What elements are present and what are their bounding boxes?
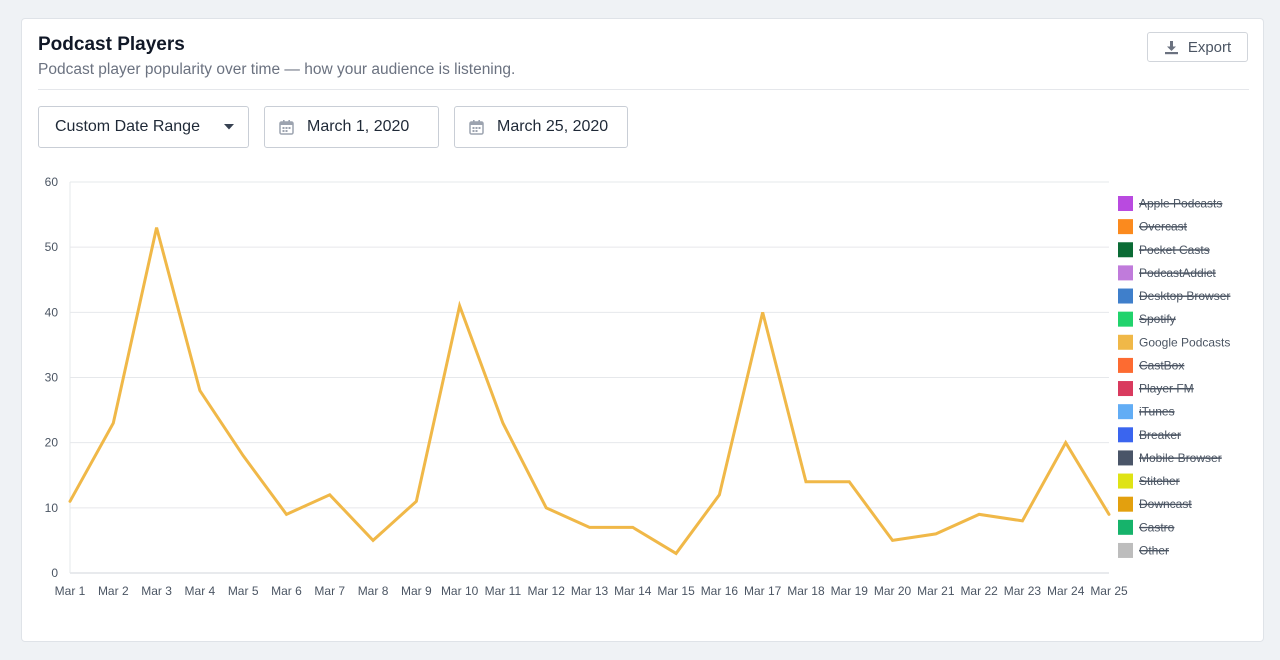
x-tick-label: Mar 20	[874, 584, 912, 598]
series-line-google-podcasts	[70, 228, 1109, 554]
legend-swatch[interactable]	[1118, 289, 1133, 304]
x-tick-label: Mar 14	[614, 584, 652, 598]
y-tick-label: 50	[45, 240, 59, 254]
y-tick-label: 20	[45, 436, 59, 450]
legend-swatch[interactable]	[1118, 196, 1133, 211]
x-tick-label: Mar 1	[55, 584, 86, 598]
x-tick-label: Mar 6	[271, 584, 302, 598]
x-tick-label: Mar 15	[657, 584, 695, 598]
x-tick-label: Mar 23	[1004, 584, 1042, 598]
x-tick-label: Mar 2	[98, 584, 129, 598]
legend-swatch[interactable]	[1118, 520, 1133, 535]
y-tick-label: 40	[45, 305, 59, 319]
x-tick-label: Mar 16	[701, 584, 739, 598]
x-tick-label: Mar 21	[917, 584, 955, 598]
legend-swatch[interactable]	[1118, 335, 1133, 350]
x-tick-label: Mar 18	[787, 584, 825, 598]
y-tick-label: 0	[51, 566, 58, 580]
x-tick-label: Mar 8	[358, 584, 389, 598]
legend-swatch[interactable]	[1118, 404, 1133, 419]
legend-swatch[interactable]	[1118, 543, 1133, 558]
legend-swatch[interactable]	[1118, 450, 1133, 465]
legend-swatch[interactable]	[1118, 427, 1133, 442]
x-tick-label: Mar 3	[141, 584, 172, 598]
x-tick-label: Mar 7	[314, 584, 345, 598]
legend-swatch[interactable]	[1118, 312, 1133, 327]
legend-swatch[interactable]	[1118, 474, 1133, 489]
x-tick-label: Mar 22	[960, 584, 998, 598]
x-tick-label: Mar 5	[228, 584, 259, 598]
x-tick-label: Mar 13	[571, 584, 609, 598]
x-tick-label: Mar 25	[1090, 584, 1128, 598]
x-tick-label: Mar 12	[528, 584, 566, 598]
x-tick-label: Mar 10	[441, 584, 479, 598]
x-tick-label: Mar 4	[185, 584, 216, 598]
x-tick-label: Mar 17	[744, 584, 782, 598]
x-tick-label: Mar 24	[1047, 584, 1085, 598]
y-tick-label: 30	[45, 371, 59, 385]
legend-swatch[interactable]	[1118, 265, 1133, 280]
legend-swatch[interactable]	[1118, 219, 1133, 234]
y-tick-label: 60	[45, 175, 59, 189]
x-tick-label: Mar 19	[831, 584, 869, 598]
y-tick-label: 10	[45, 501, 59, 515]
legend-item-label[interactable]: Google Podcasts	[1139, 335, 1230, 349]
legend-swatch[interactable]	[1118, 242, 1133, 257]
x-tick-label: Mar 9	[401, 584, 432, 598]
legend-swatch[interactable]	[1118, 497, 1133, 512]
x-tick-label: Mar 11	[485, 584, 522, 598]
legend-swatch[interactable]	[1118, 381, 1133, 396]
legend-swatch[interactable]	[1118, 358, 1133, 373]
